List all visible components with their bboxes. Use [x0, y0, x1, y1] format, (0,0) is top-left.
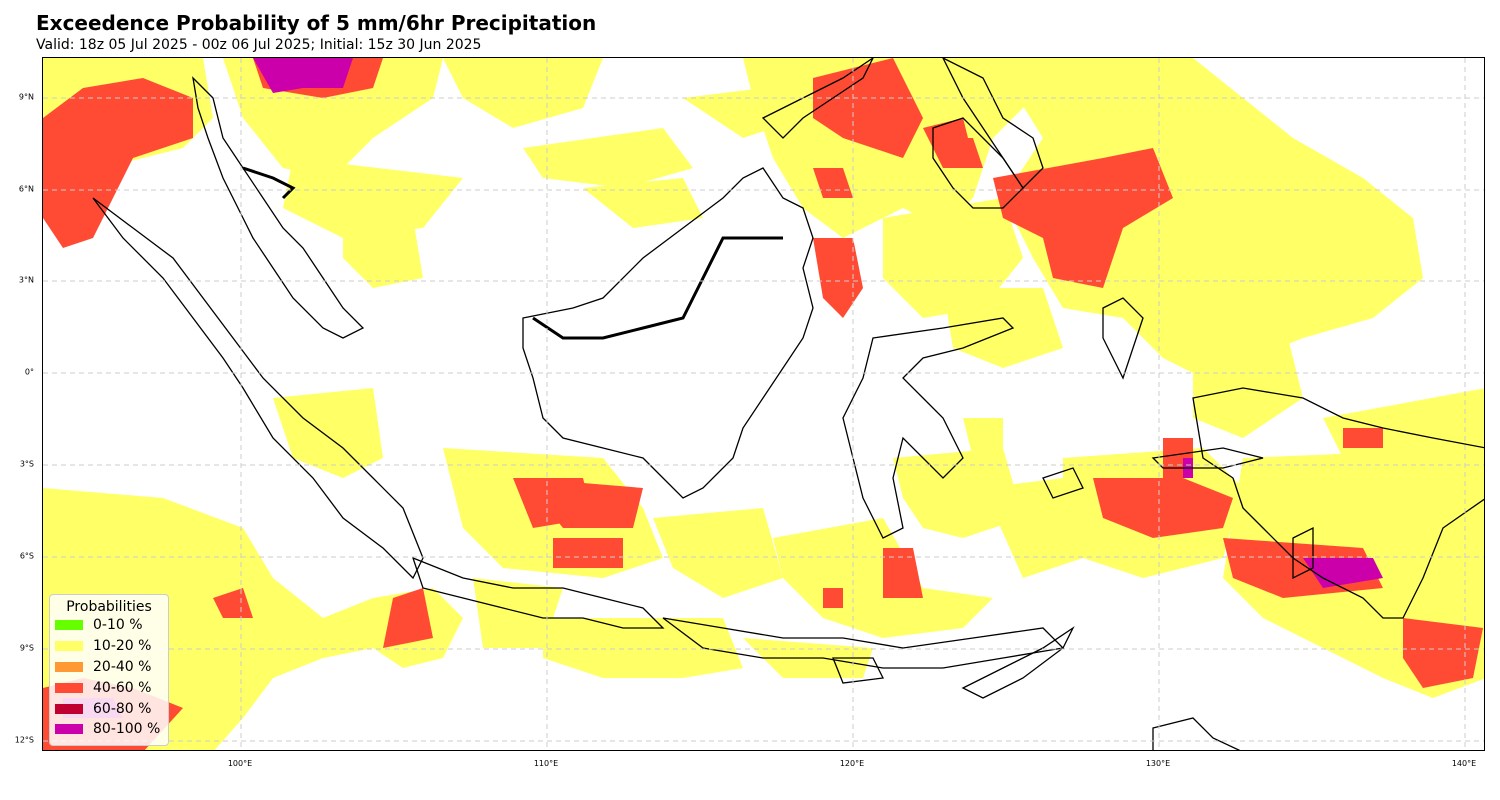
legend-swatch — [55, 661, 83, 672]
legend-label: 60-80 % — [93, 700, 152, 717]
timor-coastline — [961, 626, 1075, 699]
map-canvas — [43, 58, 1484, 750]
legend-swatch — [55, 641, 83, 652]
halmahera-coastline — [1102, 297, 1144, 380]
aru-coastline — [1292, 526, 1314, 580]
lat-label-3n: 3°N — [18, 275, 34, 285]
lat-label-3s: 3°S — [19, 459, 34, 469]
legend-label: 80-100 % — [93, 721, 161, 738]
lat-label-9s: 9°S — [19, 643, 34, 653]
sumba-coastline — [832, 657, 884, 684]
legend-item: 10-20 % — [50, 636, 168, 657]
lon-label-120e: 120°E — [839, 759, 865, 768]
country-borders — [242, 166, 783, 340]
legend-item: 40-60 % — [50, 677, 168, 698]
java-coastline — [411, 556, 665, 629]
australia-coastline — [1152, 717, 1241, 750]
seram-coastline — [1151, 447, 1264, 469]
mindanao-coastline — [932, 117, 1024, 209]
lat-label-9n: 9°N — [18, 92, 34, 102]
lon-label-140e: 140°E — [1451, 759, 1477, 768]
legend-swatch — [55, 703, 83, 714]
sumatra-coastline — [92, 197, 424, 580]
lon-label-100e: 100°E — [227, 759, 253, 768]
gridlines — [43, 58, 1484, 750]
legend-label: 40-60 % — [93, 679, 152, 696]
probability-10-20-regions — [43, 58, 1484, 750]
lat-label-12s: 12°S — [14, 735, 34, 745]
sulawesi-coastline — [842, 317, 1015, 539]
lat-label-6s: 6°S — [19, 551, 34, 561]
malay-peninsula-coastline — [192, 76, 365, 339]
lon-label-130e: 130°E — [1145, 759, 1171, 768]
legend-label: 20-40 % — [93, 658, 152, 675]
new-guinea-coastline — [1192, 387, 1484, 619]
map-subtitle: Valid: 18z 05 Jul 2025 - 00z 06 Jul 2025… — [36, 37, 482, 53]
legend-item: 60-80 % — [50, 698, 168, 719]
lat-label-0: 0° — [24, 367, 34, 377]
legend-item: 0-10 % — [50, 615, 168, 636]
legend-title: Probabilities — [66, 599, 152, 615]
map-title: Exceedence Probability of 5 mm/6hr Preci… — [36, 11, 597, 35]
precipitation-map[interactable] — [42, 57, 1485, 751]
probability-legend: Probabilities 0-10 % 10-20 % 20-40 % 40-… — [49, 594, 169, 746]
borneo-coastline — [522, 167, 814, 499]
legend-item: 80-100 % — [50, 719, 168, 740]
buru-coastline — [1042, 467, 1084, 499]
lat-label-6n: 6°N — [18, 184, 34, 194]
palawan-coastline — [761, 58, 874, 139]
legend-swatch — [55, 724, 83, 735]
legend-swatch — [55, 682, 83, 693]
legend-swatch — [55, 620, 83, 631]
legend-label: 10-20 % — [93, 638, 152, 655]
legend-item: 20-40 % — [50, 657, 168, 678]
lon-label-110e: 110°E — [533, 759, 559, 768]
legend-label: 0-10 % — [93, 617, 143, 634]
